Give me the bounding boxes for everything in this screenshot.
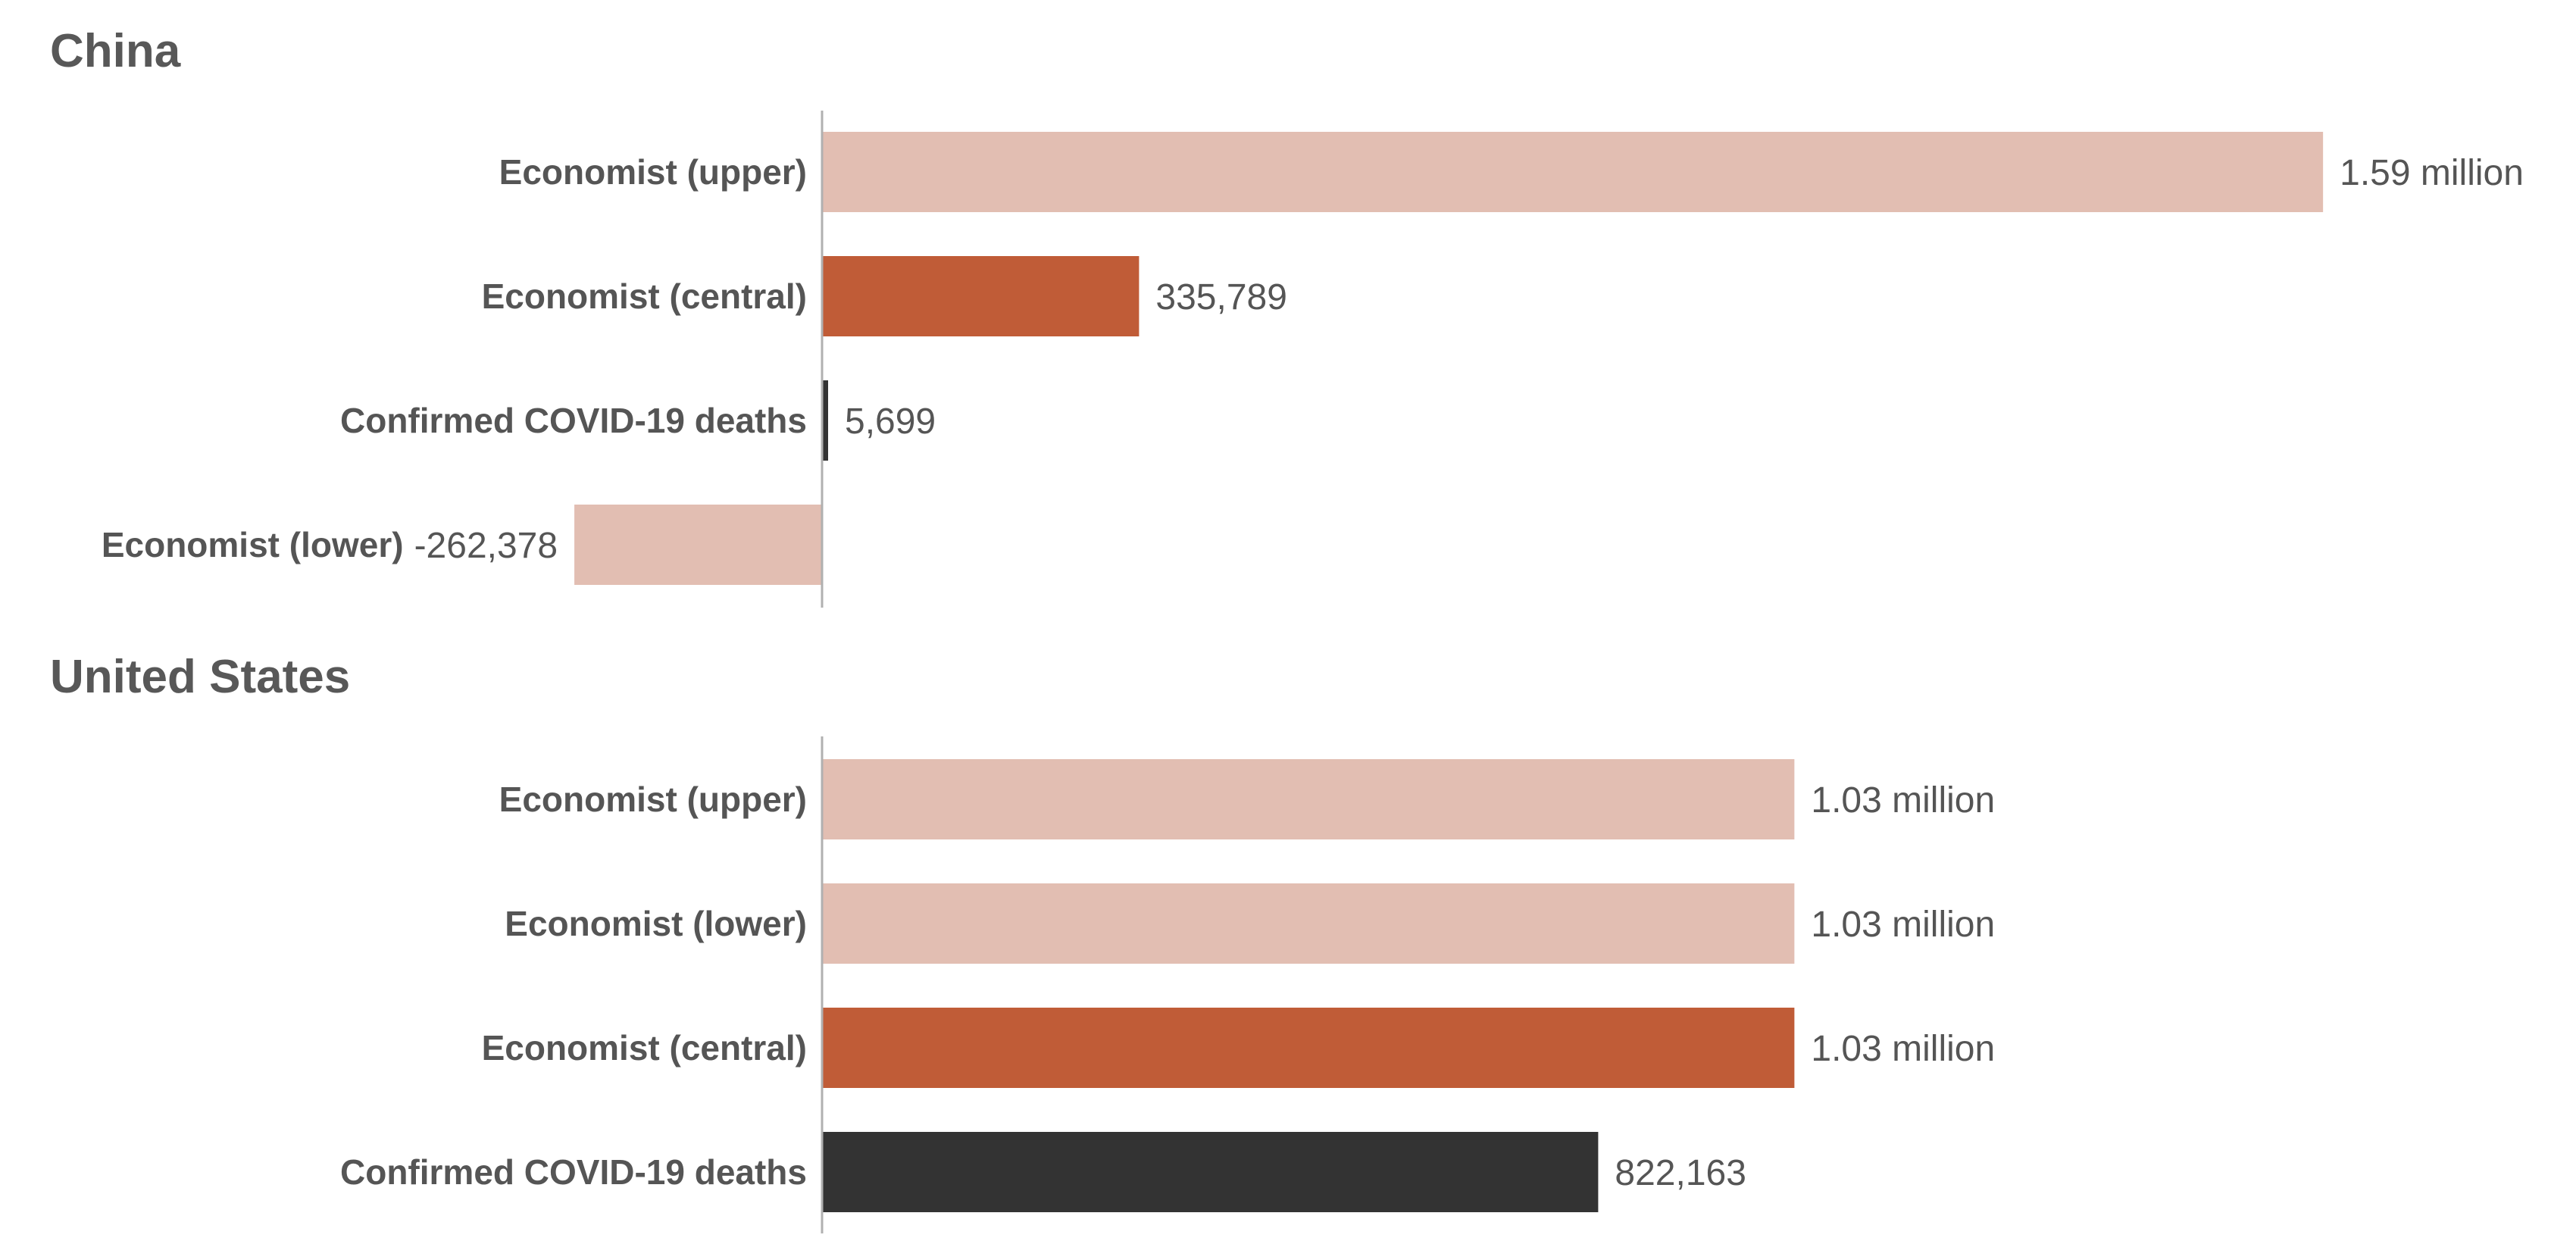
value-label-china-economist-lower: -262,378 (414, 526, 558, 566)
bar-china-economist-lower (574, 505, 822, 585)
panel-china: China Economist (upper) 1.59 million Econom… (50, 25, 2524, 608)
category-label-united-states-economist-lower: Economist (lower) (505, 904, 807, 943)
bar-united-states-economist-central (822, 1008, 1795, 1088)
category-label-united-states-economist-upper: Economist (upper) (499, 780, 807, 819)
category-label-united-states-economist-central: Economist (central) (482, 1028, 807, 1068)
bar-china-economist-central (822, 256, 1140, 336)
bar-china-economist-upper (822, 132, 2324, 212)
value-label-china-economist-upper: 1.59 million (2340, 153, 2524, 193)
category-label-china-confirmed-covid-19-deaths: Confirmed COVID-19 deaths (340, 401, 807, 440)
category-label-china-economist-lower: Economist (lower) (102, 525, 404, 564)
panel-united-states: United States Economist (upper) 1.03 milli… (50, 651, 1995, 1233)
value-label-china-confirmed-covid-19-deaths: 5,699 (845, 402, 936, 442)
bar-united-states-confirmed-covid-19-deaths (822, 1132, 1599, 1212)
value-label-china-economist-central: 335,789 (1155, 277, 1287, 317)
category-label-china-economist-upper: Economist (upper) (499, 152, 807, 192)
value-label-united-states-economist-upper: 1.03 million (1811, 780, 1995, 821)
panel-title-united-states: United States (50, 651, 350, 703)
panel-title-china: China (50, 25, 181, 77)
category-label-united-states-confirmed-covid-19-deaths: Confirmed COVID-19 deaths (340, 1152, 807, 1192)
value-label-united-states-economist-central: 1.03 million (1811, 1029, 1995, 1069)
value-label-united-states-confirmed-covid-19-deaths: 822,163 (1615, 1153, 1746, 1193)
bar-china-confirmed-covid-19-deaths (822, 380, 828, 461)
value-label-united-states-economist-lower: 1.03 million (1811, 905, 1995, 945)
bar-united-states-economist-lower (822, 883, 1795, 964)
bar-united-states-economist-upper (822, 759, 1795, 839)
category-label-china-economist-central: Economist (central) (482, 277, 807, 316)
